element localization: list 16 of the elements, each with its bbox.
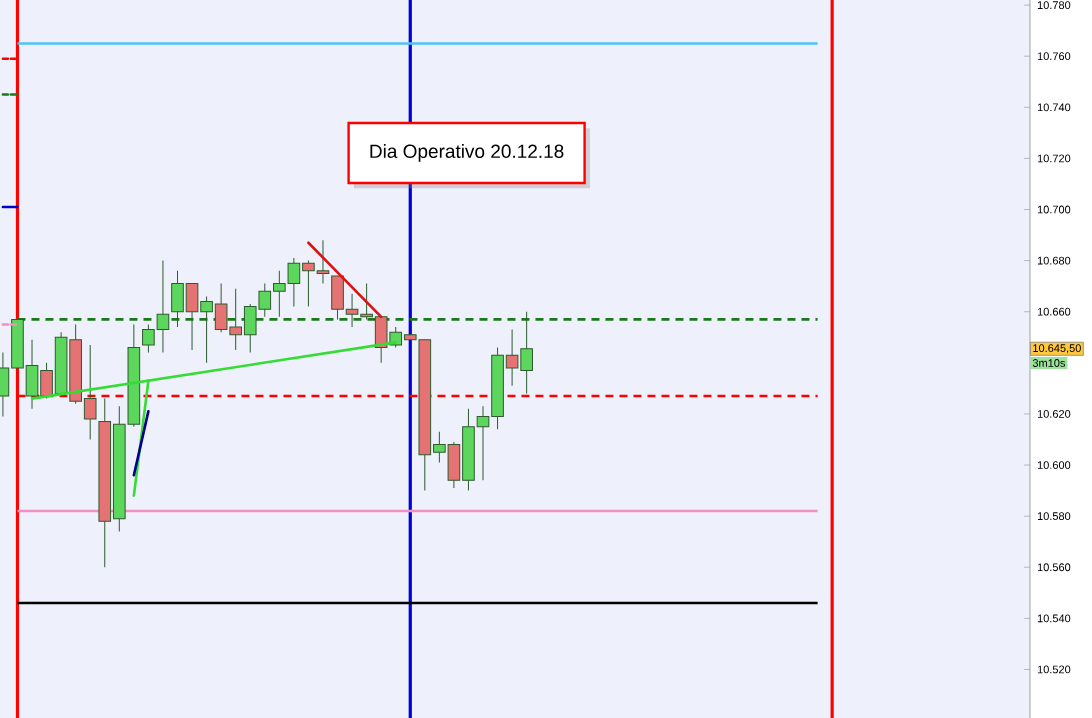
y-tick-label: 10.660 [1037, 307, 1071, 316]
text: 3m10s [1032, 359, 1066, 367]
y-tick-label: 10.780 [1037, 1, 1071, 9]
y-tick-label: 10.740 [1037, 103, 1071, 112]
y-tick-label: 10.720 [1037, 154, 1071, 163]
y-tick-label: 10.540 [1037, 614, 1071, 623]
y-tick-label: 10.680 [1037, 256, 1071, 265]
y-tick-label: 10.600 [1037, 461, 1071, 469]
y-tick-label: 10.760 [1037, 52, 1071, 61]
y-tick-label: 10.700 [1037, 205, 1071, 214]
text: Dia Operativo 20.12.18 [370, 144, 564, 162]
text: 10.645,50 [1033, 344, 1081, 354]
y-tick-label: 10.620 [1037, 410, 1071, 418]
y-tick-label: 10.560 [1037, 563, 1071, 572]
y-tick-label: 10.520 [1037, 665, 1071, 674]
y-tick-label: 10.580 [1037, 512, 1071, 521]
